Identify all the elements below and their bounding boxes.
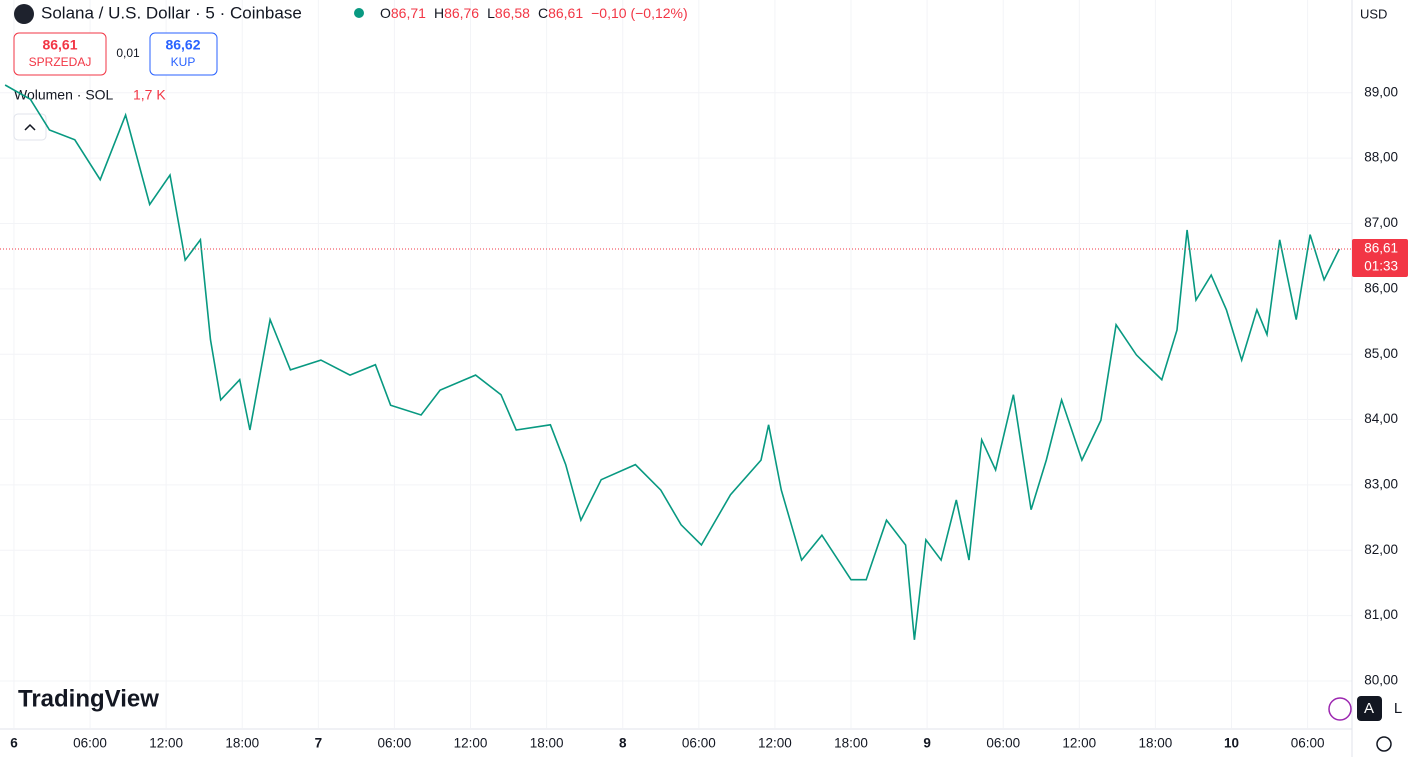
change: −0,10 (−0,12%) — [591, 5, 688, 21]
market-status — [354, 8, 364, 18]
x-tick-label: 12:00 — [1062, 736, 1096, 751]
auto-label[interactable]: A — [1364, 700, 1374, 717]
x-tick-label: 06:00 — [73, 736, 107, 751]
ohlc-value: 86,58 — [495, 5, 530, 21]
ohlc-key: C — [538, 5, 548, 21]
y-tick-label: 82,00 — [1364, 542, 1398, 557]
ohlc-value: 86,76 — [444, 5, 479, 21]
x-tick-label: 9 — [923, 736, 931, 751]
volume-value: 1,7 K — [133, 87, 166, 103]
ohlc-key: L — [487, 5, 495, 21]
x-tick-label: 7 — [315, 736, 323, 751]
brand-logo: TradingView — [18, 685, 159, 712]
y-tick-label: 85,00 — [1364, 346, 1398, 361]
x-tick-label: 06:00 — [1291, 736, 1325, 751]
x-tick-label: 18:00 — [834, 736, 868, 751]
volume-label: Wolumen · SOL — [14, 87, 114, 103]
x-tick-label: 06:00 — [378, 736, 412, 751]
buy-label[interactable]: KUP — [171, 55, 196, 69]
ohlc: O86,71 H86,76 L86,58 C86,61 −0,10 (−0,12%) — [380, 5, 688, 21]
y-tick-label: 89,00 — [1364, 84, 1398, 99]
log-label[interactable]: L — [1394, 700, 1402, 717]
ohlc-value: 86,61 — [548, 5, 583, 21]
y-tick-label: 87,00 — [1364, 215, 1398, 230]
ohlc-key: O — [380, 5, 391, 21]
price-line — [4, 84, 1341, 640]
y-tick-label: 84,00 — [1364, 411, 1398, 426]
sell-button[interactable] — [13, 32, 107, 76]
sell-label[interactable]: SPRZEDAJ — [29, 55, 92, 69]
y-tick-label: 80,00 — [1364, 673, 1398, 688]
y-tick-label: 83,00 — [1364, 476, 1398, 491]
x-tick-label: 10 — [1224, 736, 1239, 751]
y-tick-label: 81,00 — [1364, 607, 1398, 622]
settings-icon[interactable] — [1376, 736, 1392, 752]
currency[interactable]: USD — [1360, 6, 1387, 21]
x-tick-label: 12:00 — [454, 736, 488, 751]
y-tick-label: 86,00 — [1364, 280, 1398, 295]
countdown: 01:33 — [1364, 259, 1398, 274]
auto-button[interactable] — [1357, 696, 1382, 721]
collapse-icon — [24, 123, 36, 131]
chart-title: Solana / U.S. Dollar · 5 · Coinbase — [41, 3, 302, 22]
grid — [0, 0, 1352, 728]
y-tick-label: 88,00 — [1364, 150, 1398, 165]
x-tick-label: 06:00 — [682, 736, 716, 751]
x-tick-label: 12:00 — [149, 736, 183, 751]
buy-price[interactable]: 86,62 — [165, 37, 200, 53]
x-tick-label: 18:00 — [1139, 736, 1173, 751]
sell-price[interactable]: 86,61 — [42, 37, 77, 53]
symbol-icon — [14, 4, 34, 24]
spread: 0,01 — [116, 46, 140, 60]
alert-icon[interactable] — [1328, 697, 1352, 721]
header: Solana / U.S. Dollar · 5 · Coinbase O86,… — [14, 3, 688, 24]
ohlc-key: H — [434, 5, 444, 21]
currency-button[interactable] — [1357, 2, 1407, 28]
buy-button[interactable] — [149, 32, 218, 76]
x-tick-label: 18:00 — [225, 736, 259, 751]
x-tick-label: 6 — [10, 736, 18, 751]
ohlc-value: 86,71 — [391, 5, 426, 21]
x-tick-label: 06:00 — [986, 736, 1020, 751]
last-price-box — [1352, 238, 1408, 277]
last-price-label: 86,61 — [1364, 241, 1398, 256]
collapse-button[interactable] — [13, 113, 47, 141]
x-tick-label: 18:00 — [530, 736, 564, 751]
x-tick-label: 12:00 — [758, 736, 792, 751]
x-tick-label: 8 — [619, 736, 627, 751]
